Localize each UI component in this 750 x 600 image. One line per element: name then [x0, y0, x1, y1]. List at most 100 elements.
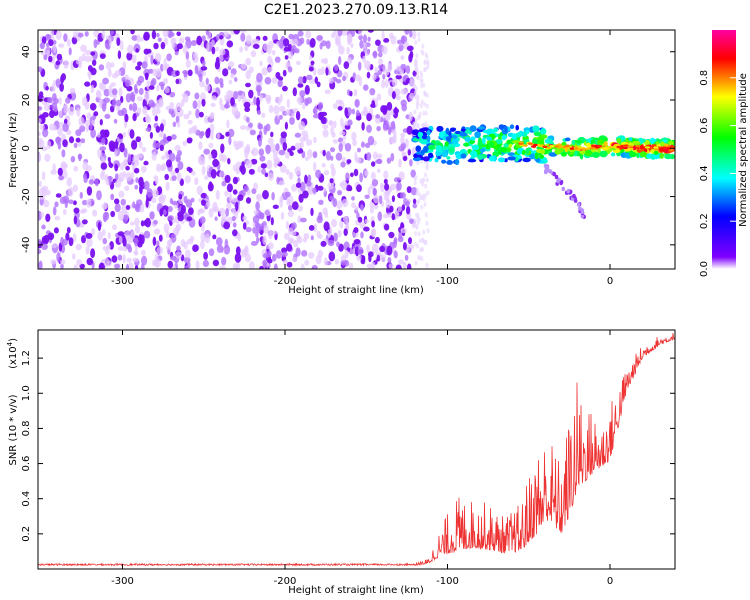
noise-blob	[204, 204, 208, 210]
signal-blob	[586, 142, 591, 148]
noise-blob	[282, 69, 287, 77]
noise-blob	[331, 131, 336, 138]
noise-blob	[51, 102, 58, 110]
noise-blob	[185, 51, 190, 60]
noise-blob	[287, 43, 292, 52]
noise-blob	[184, 36, 191, 42]
noise-blob	[412, 203, 418, 209]
noise-blob	[166, 135, 172, 142]
noise-blob	[143, 180, 150, 190]
noise-blob	[340, 180, 348, 191]
noise-blob	[232, 176, 238, 185]
signal-blob	[448, 146, 456, 154]
noise-blob	[114, 173, 119, 181]
noise-blob	[344, 107, 349, 117]
noise-blob	[400, 227, 407, 234]
signal-blob	[532, 138, 537, 144]
signal-blob	[662, 139, 667, 143]
noise-blob	[165, 181, 170, 191]
noise-blob	[131, 35, 139, 41]
noise-blob	[395, 95, 401, 101]
noise-blob	[136, 34, 141, 43]
signal-core	[546, 146, 552, 150]
top-x-tick-label: 0	[607, 276, 613, 287]
signal-blob	[441, 151, 449, 158]
noise-blob	[125, 172, 132, 182]
noise-blob	[388, 231, 395, 239]
noise-blob	[108, 175, 112, 186]
noise-blob	[228, 79, 233, 85]
branch-blob	[580, 209, 585, 215]
signal-core	[591, 144, 596, 147]
noise-blob	[172, 121, 177, 128]
noise-blob	[366, 152, 372, 161]
noise-blob	[143, 31, 150, 41]
noise-fringe	[420, 83, 423, 89]
noise-blob	[400, 99, 407, 107]
noise-blob	[400, 192, 406, 199]
signal-blob	[426, 135, 431, 143]
noise-blob	[174, 167, 180, 174]
noise-blob	[110, 62, 115, 68]
noise-blob	[110, 30, 115, 35]
noise-blob	[72, 200, 77, 206]
noise-blob	[125, 263, 130, 269]
noise-blob	[288, 171, 294, 180]
bottom-y-exponent: (x104)	[6, 338, 19, 369]
noise-blob	[156, 32, 160, 38]
noise-blob	[85, 232, 93, 239]
noise-blob	[325, 40, 331, 49]
signal-blob	[420, 149, 425, 156]
noise-blob	[340, 30, 348, 36]
noise-fringe	[423, 67, 427, 73]
noise-blob	[350, 172, 354, 178]
noise-fringe	[414, 39, 418, 45]
noise-blob	[135, 177, 139, 184]
signal-blob	[419, 128, 426, 133]
noise-blob	[285, 108, 291, 116]
noise-blob	[230, 97, 235, 106]
noise-blob	[388, 263, 394, 269]
noise-blob	[292, 107, 299, 113]
noise-blob	[245, 197, 252, 204]
noise-blob	[337, 229, 342, 238]
noise-blob	[152, 106, 158, 117]
noise-blob	[267, 55, 273, 64]
noise-blob	[119, 142, 125, 153]
top-x-tick-label: -300	[111, 276, 134, 287]
noise-blob	[383, 170, 389, 180]
noise-blob	[262, 259, 268, 268]
signal-blob	[454, 158, 460, 166]
noise-blob	[398, 158, 402, 168]
noise-blob	[198, 73, 203, 82]
noise-blob	[198, 141, 203, 150]
noise-blob	[142, 106, 148, 115]
noise-blob	[125, 165, 130, 171]
noise-blob	[296, 96, 303, 104]
noise-blob	[323, 257, 328, 266]
noise-blob	[125, 93, 132, 103]
noise-blob	[272, 230, 278, 236]
noise-blob	[400, 142, 406, 151]
noise-blob	[151, 30, 157, 40]
noise-blob	[400, 63, 407, 70]
noise-blob	[367, 30, 374, 33]
noise-blob	[171, 200, 178, 206]
noise-blob	[48, 55, 53, 63]
signal-core	[628, 147, 634, 150]
noise-blob	[360, 203, 364, 210]
noise-blob	[267, 242, 274, 250]
noise-blob	[272, 253, 277, 262]
noise-blob	[51, 83, 56, 92]
noise-blob	[267, 172, 274, 181]
signal-blob	[471, 153, 475, 159]
noise-blob	[313, 161, 317, 172]
noise-blob	[393, 250, 398, 259]
noise-blob	[357, 61, 362, 71]
noise-blob	[287, 66, 293, 73]
noise-blob	[156, 84, 160, 92]
noise-blob	[363, 106, 368, 115]
noise-blob	[227, 158, 231, 165]
noise-blob	[178, 193, 183, 200]
